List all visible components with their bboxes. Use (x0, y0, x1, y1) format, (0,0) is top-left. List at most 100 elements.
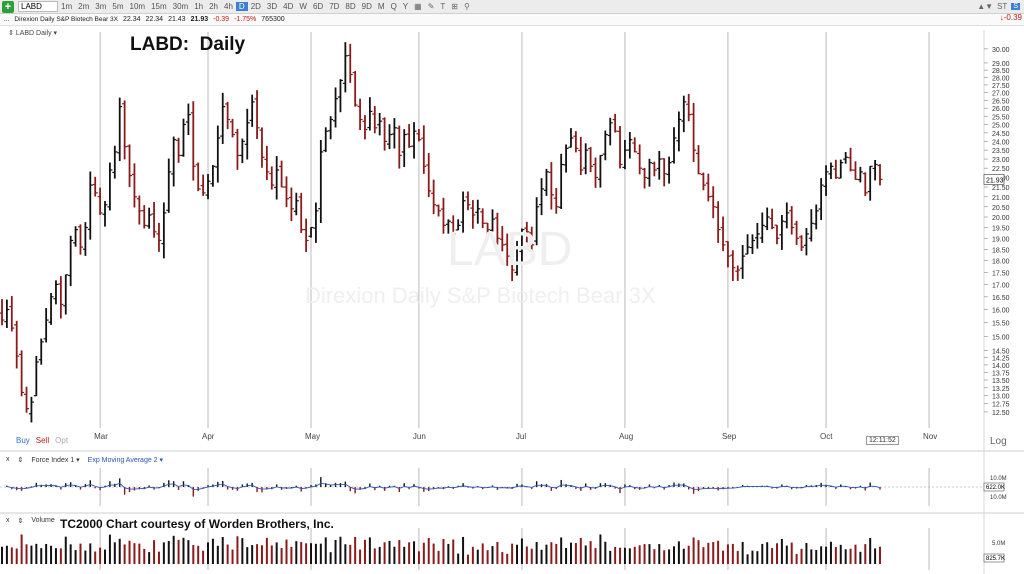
time-label: 12:11:52 (866, 436, 899, 445)
quote-line: ... Direxion Daily S&P Biotech Bear 3X 2… (0, 14, 1024, 26)
y-tick-label: 13.25 (992, 386, 1010, 393)
draw-icon[interactable]: ✎ (427, 2, 435, 11)
y-tick-label: 18.50 (992, 247, 1010, 254)
quote-open: 22.34 (123, 16, 141, 23)
pin-icon: ⇕ (8, 30, 16, 37)
chevron-down-icon: ▾ (51, 30, 58, 37)
pane-label[interactable]: ⇕ LABD Daily ▾ (8, 29, 57, 37)
timeframe-2D[interactable]: 2D (250, 2, 261, 11)
timeframe-4h[interactable]: 4h (224, 2, 233, 11)
timeframe-D[interactable]: D (235, 2, 248, 11)
toolbar: + LABD 1m 2m 3m 5m 10m 15m 30m 1h 2h 4h D 2D 3D 4D W 6D… (0, 0, 1024, 14)
ema-text: Exp Moving Average 2 (87, 457, 158, 464)
timeframe-1m[interactable]: 1m (61, 2, 73, 11)
close-pane-icon[interactable]: x (6, 517, 10, 524)
volume-value-tag-text: 825.7K (986, 556, 1005, 562)
down-arrow-icon: ↓ (999, 13, 1004, 22)
last-price-tag-text: 21.93 (986, 177, 1004, 184)
st-label[interactable]: ST (997, 2, 1008, 11)
expand-icon[interactable]: ▲▼ (977, 2, 994, 11)
sell-button[interactable]: Sell (35, 436, 50, 445)
timeframe-30m[interactable]: 30m (172, 2, 189, 11)
y-tick-label: 14.50 (992, 348, 1010, 355)
y-tick-label: 15.50 (992, 321, 1010, 328)
layout-icon[interactable]: ⊞ (451, 2, 458, 11)
y-tick-label: 22.50 (992, 166, 1010, 173)
month-label: Mar (94, 432, 108, 441)
timeframe-1h[interactable]: 1h (194, 2, 204, 11)
y-tick-label: 13.00 (992, 394, 1010, 401)
force-index-header: x ⇕ Force Index 1 ▾ Exp Moving Average 2… (6, 456, 163, 464)
y-tick-label: 23.50 (992, 148, 1010, 155)
timeframe-7D[interactable]: 7D (329, 2, 340, 11)
quote-ellipsis: ... (4, 16, 10, 23)
force-value-tag-text: 622.0K (986, 485, 1005, 491)
month-label: Jul (516, 432, 526, 441)
top-right-change: ↓-0.39 (1000, 13, 1022, 22)
y-tick-label: 17.50 (992, 270, 1010, 277)
timeframe-M[interactable]: M (377, 2, 385, 11)
timeframe-9D[interactable]: 9D (361, 2, 372, 11)
timeframe-3D[interactable]: 3D (266, 2, 278, 11)
ema-label[interactable]: Exp Moving Average 2 ▾ (88, 456, 163, 464)
watermark-symbol: LABD (447, 223, 573, 276)
last-price-tag (983, 174, 1005, 185)
y-tick-label: 24.50 (992, 131, 1010, 138)
force-index-label[interactable]: Force Index 1 ▾ (31, 456, 79, 464)
timeframe-8D[interactable]: 8D (345, 2, 356, 11)
close-pane-icon[interactable]: x (6, 456, 10, 463)
timeframe-10m[interactable]: 10m (129, 2, 146, 11)
symbol-input[interactable]: LABD (18, 1, 58, 12)
log-scale-toggle[interactable]: Log (990, 436, 1007, 447)
y-tick-label: 27.00 (992, 91, 1010, 98)
timeframe-4D[interactable]: 4D (283, 2, 294, 11)
chevron-down-icon: ▾ (159, 457, 164, 464)
top-right-change-value: -0.39 (1003, 13, 1022, 22)
force-axis-label: 10.0M (990, 476, 1007, 482)
y-tick-label: 28.50 (992, 68, 1010, 75)
month-label: Oct (820, 432, 833, 441)
month-label: Nov (923, 432, 937, 441)
timeframe-6D[interactable]: 6D (312, 2, 324, 11)
grid-icon[interactable]: ▦ (414, 2, 422, 11)
timeframe-W[interactable]: W (299, 2, 307, 11)
timeframe-2m[interactable]: 2m (78, 2, 90, 11)
text-icon[interactable]: T (440, 2, 446, 11)
y-tick-label: 23.00 (992, 157, 1010, 164)
pane-label-text: LABD Daily (15, 30, 52, 37)
opt-button[interactable]: Opt (55, 436, 69, 445)
pane-grip-icon[interactable]: ⇕ (17, 457, 24, 464)
timeframe-3m[interactable]: 3m (95, 2, 107, 11)
instrument-name: Direxion Daily S&P Biotech Bear 3X (14, 16, 118, 23)
y-tick-label: 28.00 (992, 75, 1010, 82)
timeframe-2h[interactable]: 2h (209, 2, 218, 11)
y-tick-label: 13.50 (992, 378, 1010, 385)
timeframe-Q[interactable]: Q (390, 2, 397, 11)
volume-axis-label: 5.0M (992, 541, 1005, 547)
y-tick-label: 27.50 (992, 83, 1010, 90)
add-icon[interactable]: + (2, 0, 14, 13)
y-tick-label: 15.00 (992, 334, 1010, 341)
pane-grip-icon[interactable]: ⇕ (17, 518, 24, 525)
quote-last: 21.93 (190, 16, 209, 23)
y-tick-label: 25.00 (992, 122, 1010, 129)
buy-button[interactable]: Buy (16, 436, 30, 445)
timeframe-5m[interactable]: 5m (112, 2, 124, 11)
y-tick-label: 18.00 (992, 259, 1010, 266)
timeframe-Y[interactable]: Y (402, 2, 409, 11)
trade-buttons: Buy Sell Opt (16, 436, 68, 445)
y-tick-label: 24.00 (992, 139, 1010, 146)
y-tick-label: 17.00 (992, 282, 1010, 289)
y-tick-label: 29.00 (992, 61, 1010, 68)
volume-label[interactable]: Volume (31, 517, 55, 524)
timeframe-15m[interactable]: 15m (151, 2, 167, 11)
chevron-down-icon: ▾ (76, 457, 80, 464)
y-tick-label: 14.25 (992, 356, 1010, 363)
force-value-tag (983, 482, 1005, 492)
month-label: May (305, 432, 320, 441)
s-badge[interactable]: S (1011, 3, 1020, 10)
y-tick-label: 30.00 (992, 47, 1010, 54)
link-icon[interactable]: ⚲ (464, 2, 470, 11)
